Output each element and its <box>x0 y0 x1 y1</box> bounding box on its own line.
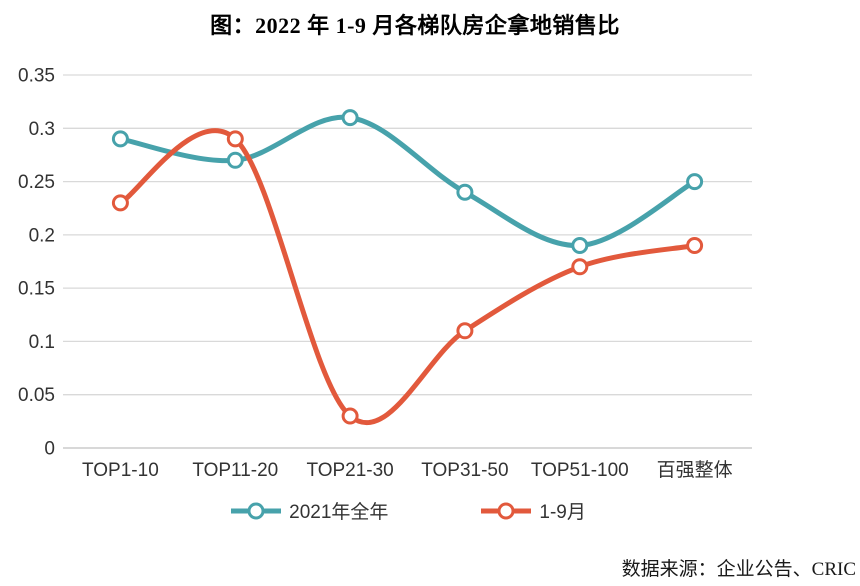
y-tick-label: 0 <box>44 439 55 460</box>
data-point-marker <box>226 151 244 169</box>
legend-item-1-9m: 1-9月 <box>480 497 586 524</box>
y-tick-label: 0.25 <box>18 172 55 193</box>
data-point-marker <box>571 237 589 254</box>
legend-label-1-9m: 1-9月 <box>539 502 586 523</box>
data-point-marker <box>111 194 129 212</box>
legend-label-2021: 2021年全年 <box>289 502 389 523</box>
y-tick-label: 0.35 <box>18 66 55 87</box>
data-point-marker <box>686 173 704 191</box>
x-tick-label: TOP31-50 <box>421 460 508 481</box>
data-point-marker <box>226 130 244 148</box>
y-tick-label: 0.05 <box>18 385 55 406</box>
data-point-marker <box>571 258 589 276</box>
chart-title: 图：2022 年 1-9 月各梯队房企拿地销售比 <box>210 13 620 38</box>
y-tick-label: 0.2 <box>29 225 55 246</box>
x-tick-label: 百强整体 <box>657 459 733 481</box>
legend-line-marker-icon <box>231 502 282 519</box>
data-point-marker <box>341 407 359 425</box>
data-point-marker <box>456 183 474 201</box>
y-tick-label: 0.15 <box>18 279 55 300</box>
x-tick-label: TOP51-100 <box>531 460 629 481</box>
data-point-marker <box>456 322 474 340</box>
series-line-1 <box>117 128 698 426</box>
data-point-marker <box>341 109 359 127</box>
data-point-marker <box>686 237 704 254</box>
y-tick-label: 0.1 <box>29 332 55 353</box>
legend-line-marker-icon <box>481 502 532 519</box>
data-point-marker <box>111 130 129 148</box>
y-tick-label: 0.3 <box>29 119 55 140</box>
x-tick-label: TOP21-30 <box>306 460 393 481</box>
x-tick-label: TOP1-10 <box>82 460 159 481</box>
line-chart-plot-area: 0 0.05 0.1 0.15 0.2 0.25 0.3 0.35 TOP1-10 TOP11-2… <box>18 66 752 481</box>
data-source-note: 数据来源：企业公告、CRIC <box>621 559 856 580</box>
legend-item-2021: 2021年全年 <box>230 497 388 524</box>
chart-legend: 2021年全年 1-9月 <box>0 497 816 524</box>
x-tick-label: TOP11-20 <box>192 460 278 481</box>
